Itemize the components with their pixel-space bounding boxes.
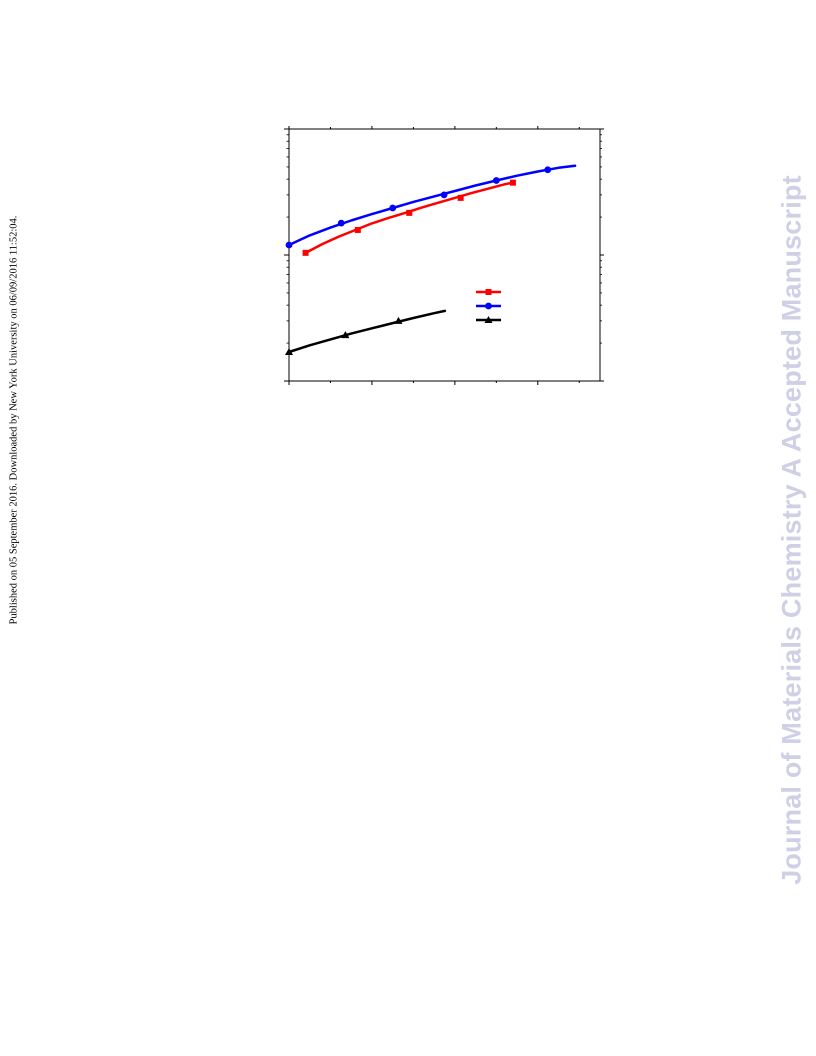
triangle-marker	[394, 316, 403, 324]
series-2-line	[287, 164, 577, 247]
triangle-marker	[484, 316, 493, 323]
circle-marker	[440, 191, 448, 199]
circle-marker	[485, 302, 492, 310]
square-marker	[509, 179, 516, 186]
circle-marker	[544, 166, 552, 174]
plot-frame	[288, 128, 601, 382]
series-1-line	[304, 181, 515, 255]
series-lines	[287, 164, 577, 354]
legend	[476, 289, 501, 323]
circle-marker	[389, 204, 397, 212]
square-marker	[302, 249, 309, 256]
square-marker	[354, 226, 361, 233]
square-marker	[485, 289, 492, 295]
axis-ticks	[284, 126, 604, 385]
circle-marker	[492, 177, 500, 184]
circle-marker	[337, 219, 345, 227]
triangle-marker	[285, 347, 293, 355]
circle-marker	[285, 241, 293, 249]
series-3-line	[287, 309, 447, 354]
series-markers	[285, 166, 552, 355]
square-marker	[406, 209, 413, 216]
square-marker	[457, 194, 464, 201]
triangle-marker	[341, 331, 350, 339]
